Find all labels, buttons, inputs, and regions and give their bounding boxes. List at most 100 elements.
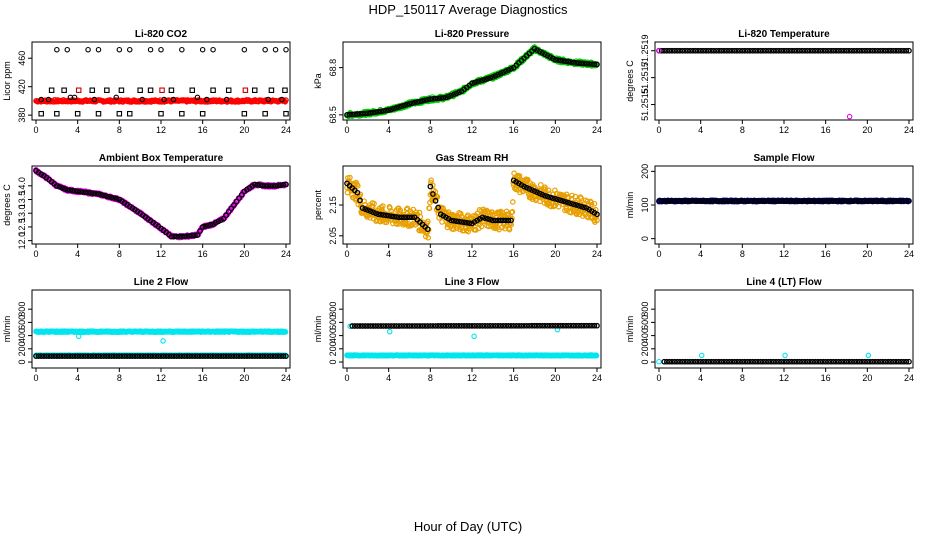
data-point — [856, 198, 863, 204]
data-point — [396, 323, 402, 329]
data-point — [103, 193, 110, 199]
data-point — [788, 358, 795, 365]
data-point — [411, 323, 418, 329]
marks — [33, 46, 289, 117]
data-point — [895, 47, 902, 54]
data-point — [95, 191, 102, 197]
data-point — [547, 194, 553, 201]
data-point — [708, 198, 714, 204]
data-point — [118, 87, 125, 94]
data-point — [708, 358, 714, 365]
data-point — [393, 323, 400, 329]
data-point — [398, 103, 405, 110]
data-point — [508, 322, 514, 329]
data-point — [427, 96, 434, 102]
x-tick-label: 20 — [862, 125, 872, 135]
data-point — [723, 198, 730, 204]
data-point — [64, 46, 71, 53]
data-point — [562, 58, 569, 65]
data-point — [747, 198, 753, 204]
data-point — [155, 353, 162, 359]
data-point — [457, 210, 464, 217]
data-point — [671, 198, 678, 204]
data-point — [409, 100, 415, 107]
data-point — [721, 198, 727, 204]
data-point — [841, 198, 847, 204]
x-tick-label: 24 — [592, 249, 602, 259]
data-point — [53, 182, 60, 189]
data-point — [463, 219, 470, 226]
panel-title: Sample Flow — [753, 153, 814, 164]
data-point — [223, 96, 230, 103]
data-point — [45, 96, 52, 103]
data-point — [487, 75, 494, 81]
data-point — [687, 47, 694, 54]
data-point — [700, 358, 707, 365]
data-point — [349, 111, 356, 118]
x-tick-label: 12 — [467, 125, 477, 135]
x-tick-label: 8 — [117, 249, 122, 259]
data-point — [283, 110, 289, 117]
data-point — [697, 358, 704, 365]
data-point — [710, 198, 717, 204]
data-point — [461, 219, 468, 226]
data-point — [794, 198, 800, 204]
series-mean — [33, 353, 289, 359]
data-point — [375, 323, 382, 329]
data-point — [432, 197, 439, 204]
data-point — [867, 47, 873, 54]
data-point — [132, 353, 138, 359]
data-point — [531, 322, 538, 329]
x-tick-label: 20 — [862, 373, 872, 383]
data-point — [505, 322, 512, 329]
data-point — [427, 191, 434, 198]
data-point — [370, 323, 376, 329]
data-point — [197, 353, 203, 359]
data-point — [859, 358, 865, 365]
data-point — [782, 352, 788, 359]
data-point — [721, 47, 727, 54]
data-point — [723, 358, 730, 365]
data-point — [760, 198, 767, 204]
y-tick-label: 200 — [640, 341, 650, 356]
data-point — [430, 95, 436, 102]
data-point — [770, 358, 777, 365]
x-tick-label: 24 — [904, 125, 914, 135]
data-point — [425, 234, 432, 241]
data-point — [669, 47, 675, 54]
marks — [656, 197, 912, 205]
data-point — [396, 214, 402, 221]
data-point — [357, 323, 363, 329]
data-point — [171, 233, 177, 240]
data-point — [791, 198, 798, 204]
x-tick-label: 4 — [386, 373, 391, 383]
data-point — [371, 200, 377, 207]
data-point — [536, 322, 543, 329]
data-point — [666, 198, 673, 204]
y-tick-label: 51.2515 — [640, 88, 650, 121]
data-point — [414, 323, 421, 329]
plot-frame — [31, 41, 291, 121]
data-point — [552, 322, 559, 329]
data-point — [106, 353, 112, 359]
data-point — [801, 358, 808, 365]
data-point — [391, 213, 397, 220]
data-point — [830, 47, 837, 54]
data-point — [283, 46, 289, 53]
data-point — [676, 198, 683, 204]
data-point — [895, 198, 902, 204]
data-point — [220, 353, 227, 359]
data-point — [783, 47, 790, 54]
x-tick-label: 4 — [386, 125, 391, 135]
data-point — [74, 110, 81, 117]
data-point — [82, 353, 89, 359]
data-point — [869, 358, 876, 365]
data-point — [364, 207, 371, 213]
data-point — [231, 202, 237, 208]
data-point — [841, 47, 847, 54]
data-point — [150, 353, 157, 359]
x-tick-label: 24 — [904, 373, 914, 383]
data-point — [565, 58, 572, 65]
data-point — [283, 353, 289, 359]
